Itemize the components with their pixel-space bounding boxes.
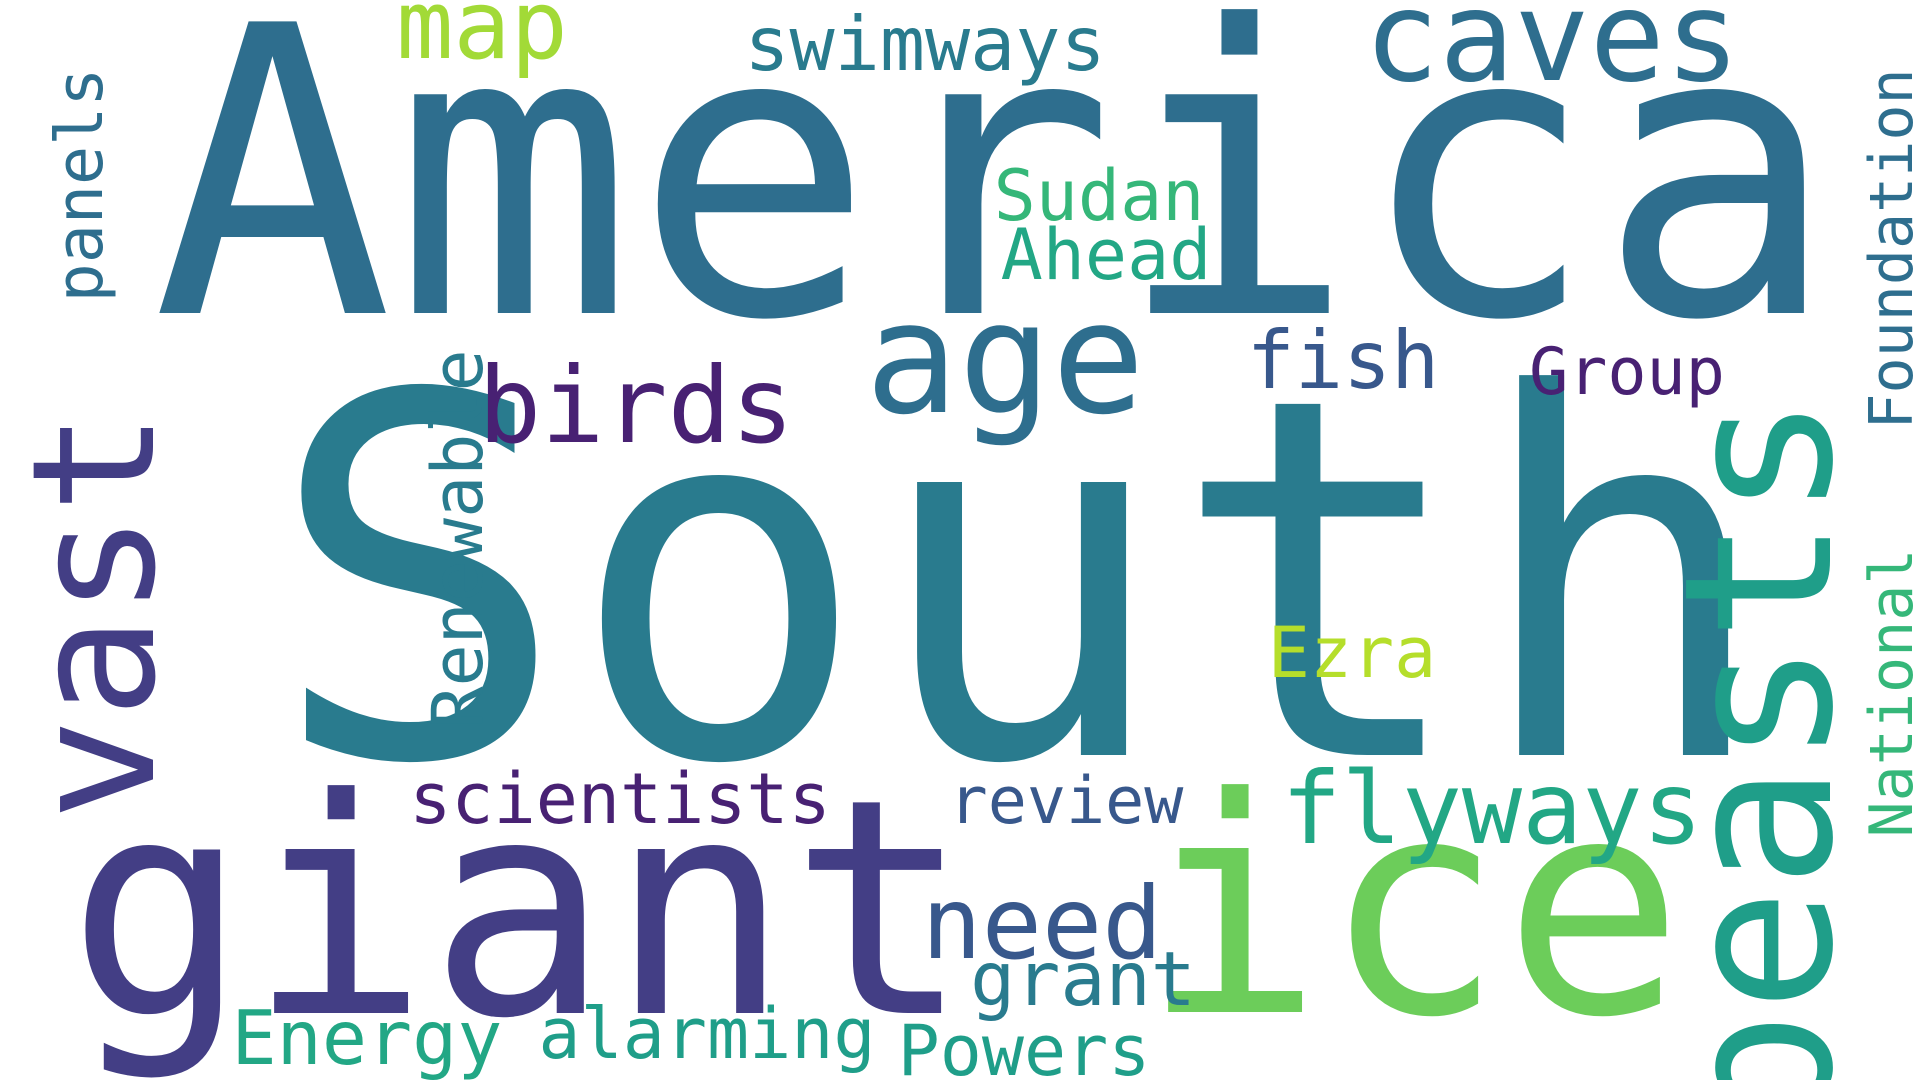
word-america: America (152, 0, 1838, 408)
word-panels: panels (43, 68, 118, 303)
word-powers: Powers (898, 1010, 1151, 1080)
word-alarming: alarming (538, 993, 875, 1075)
word-grant: grant (970, 935, 1196, 1023)
word-map: map (396, 0, 568, 81)
word-national: National (1857, 549, 1920, 838)
word-renewable: Renewable (417, 349, 499, 728)
word-sudan: Sudan (994, 155, 1205, 237)
word-ahead: Ahead (1001, 214, 1212, 296)
word-caves: caves (1364, 0, 1740, 110)
word-need: need (922, 865, 1163, 982)
word-group: Group (1529, 335, 1725, 410)
word-energy: Energy (232, 994, 503, 1080)
word-scientists: scientists (409, 758, 830, 840)
word-beasts: beasts (1641, 395, 1879, 1080)
word-ice: ice (1142, 734, 1684, 1080)
word-giant: giant (67, 735, 970, 1080)
word-birds: birds (478, 345, 794, 467)
word-south: South (267, 291, 1772, 873)
word-age: age (865, 268, 1145, 449)
word-ezra: Ezra (1268, 612, 1437, 694)
word-vast: vast (0, 411, 194, 820)
word-fish: fish (1247, 314, 1440, 407)
word-foundation: Foundation (1857, 68, 1920, 429)
word-swimways: swimways (744, 0, 1105, 88)
word-review: review (949, 764, 1185, 839)
word-flyways: flyways (1281, 750, 1702, 867)
